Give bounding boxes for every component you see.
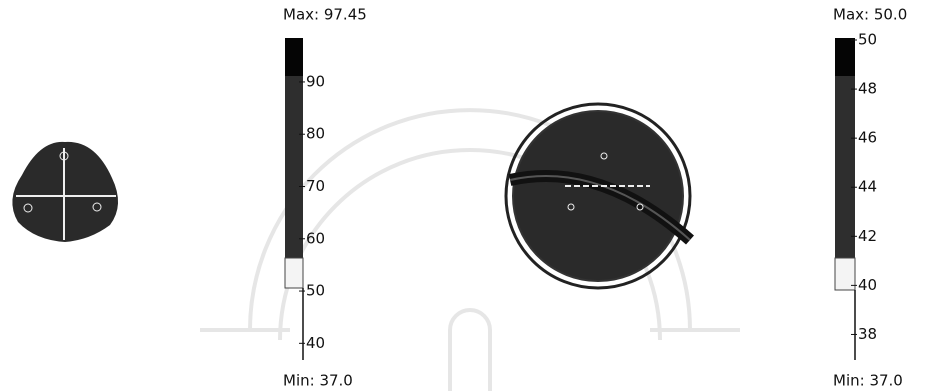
tick-label: 40 <box>306 334 325 352</box>
tick-label: 48 <box>858 80 877 98</box>
tick-label: 38 <box>858 325 877 343</box>
colorbar-left <box>284 38 304 360</box>
colorbar-right <box>834 38 856 360</box>
tick-label: 46 <box>858 129 877 147</box>
tick-label: 80 <box>306 125 325 143</box>
max-label: Max: 97.45 <box>283 6 367 24</box>
contour-image-left <box>12 141 119 242</box>
tick-label: 70 <box>306 177 325 195</box>
tick-label: 50 <box>306 282 325 300</box>
tick-label: 42 <box>858 227 877 245</box>
tick-label: 50 <box>858 31 877 49</box>
tick-label: 44 <box>858 178 877 196</box>
tick-label: 60 <box>306 229 325 247</box>
tick-label: 40 <box>858 276 877 294</box>
min-label: Min: 37.0 <box>283 372 353 390</box>
contour-image-right <box>504 102 694 290</box>
tick-label: 90 <box>306 72 325 90</box>
max-label: Max: 50.0 <box>833 6 907 24</box>
min-label: Min: 37.0 <box>833 372 903 390</box>
